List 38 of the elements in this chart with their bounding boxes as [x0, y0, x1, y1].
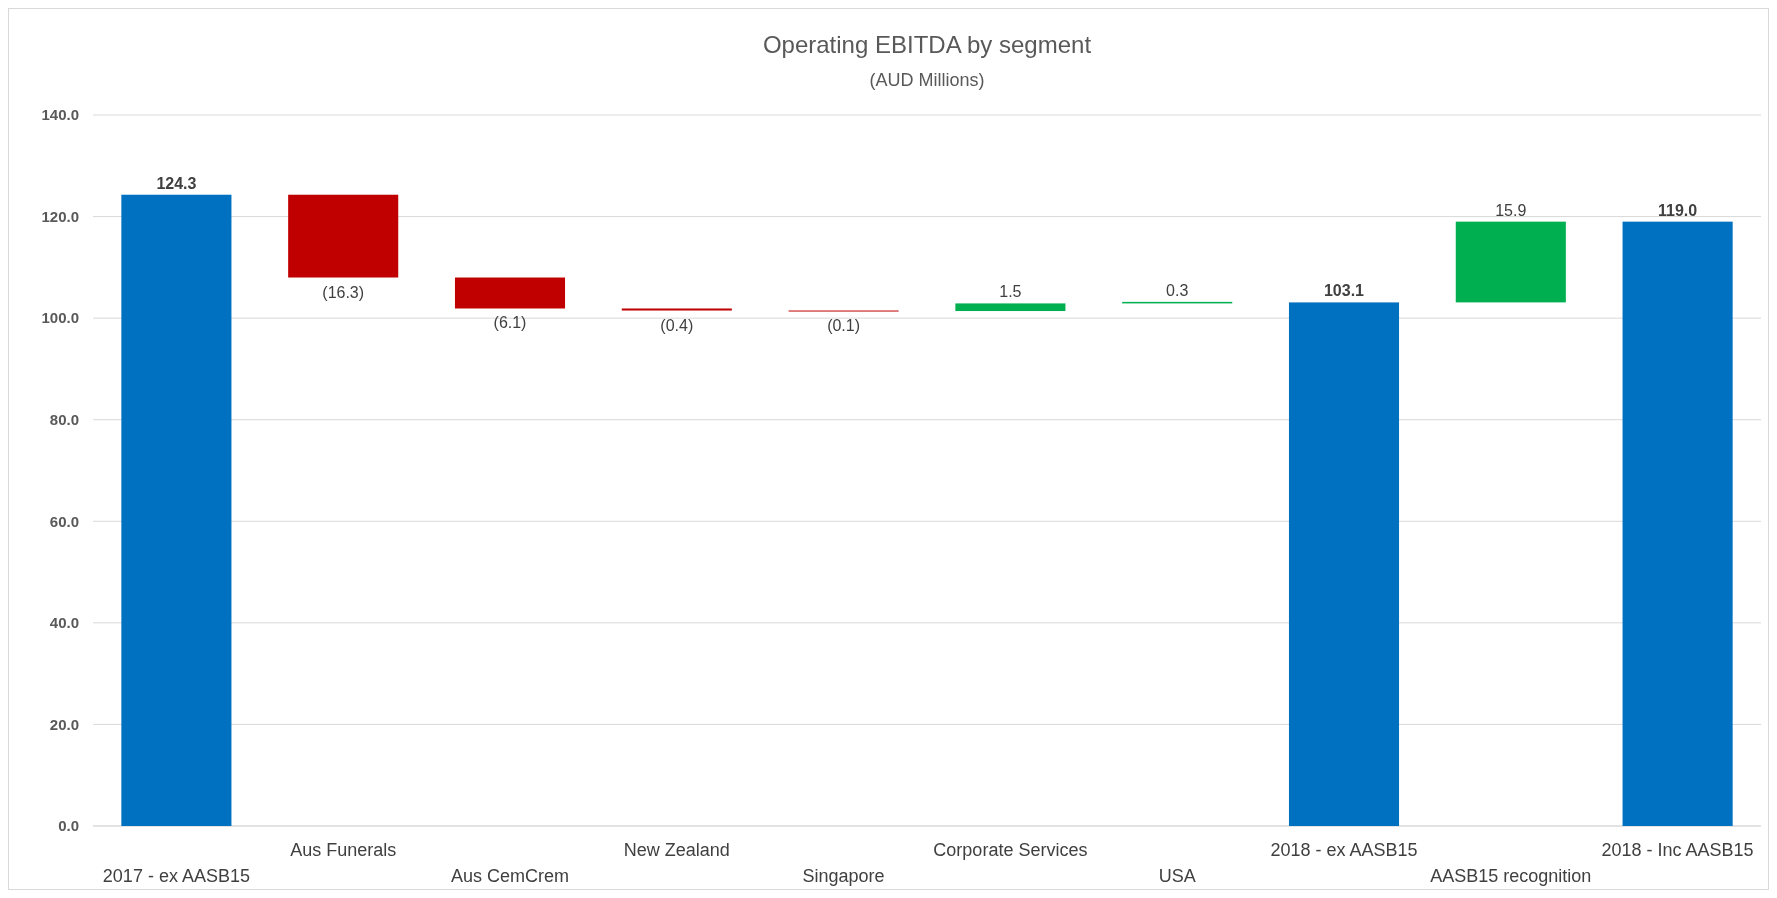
data-label: 0.3	[1166, 281, 1189, 299]
bar	[1622, 221, 1733, 826]
x-tick-label: Aus CemCrem	[450, 866, 570, 886]
y-tick-label: 100.0	[41, 309, 79, 327]
x-tick-label: Singapore	[802, 866, 885, 886]
y-tick-label: 0.0	[58, 817, 79, 835]
bar	[1455, 221, 1566, 303]
data-label: (0.4)	[660, 316, 694, 334]
bar	[121, 194, 232, 826]
bar	[1288, 302, 1400, 826]
y-tick-label: 120.0	[41, 207, 79, 225]
x-tick-label: USA	[1158, 866, 1196, 886]
y-tick-label: 60.0	[49, 512, 79, 530]
data-label: 124.3	[156, 174, 197, 192]
bar	[621, 308, 732, 311]
x-tick-label: 2018 - Inc AASB15	[1601, 840, 1754, 860]
x-tick-label: 2017 - ex AASB15	[102, 866, 250, 886]
x-tick-label: Aus Funerals	[290, 840, 397, 860]
x-tick-label: AASB15 recognition	[1430, 866, 1592, 886]
data-label: (16.3)	[322, 283, 365, 301]
y-tick-label: 40.0	[49, 614, 79, 632]
data-label: (0.1)	[827, 317, 861, 335]
data-label: 1.5	[999, 283, 1022, 301]
data-label: (6.1)	[493, 314, 527, 332]
y-tick-label: 140.0	[41, 106, 79, 124]
x-tick-label: 2018 - ex AASB15	[1270, 840, 1418, 860]
bar	[955, 303, 1066, 312]
bar	[288, 194, 399, 278]
y-tick-label: 80.0	[49, 410, 79, 428]
data-label: 103.1	[1323, 282, 1365, 300]
y-tick-label: 20.0	[49, 715, 79, 733]
data-label: 119.0	[1658, 201, 1698, 219]
chart-subtitle: (AUD Millions)	[869, 70, 985, 90]
x-tick-label: New Zealand	[623, 840, 730, 860]
x-tick-label: Corporate Services	[933, 840, 1088, 860]
bar	[454, 277, 566, 309]
data-label: 15.9	[1495, 201, 1527, 219]
chart-title: Operating EBITDA by segment	[762, 31, 1092, 58]
